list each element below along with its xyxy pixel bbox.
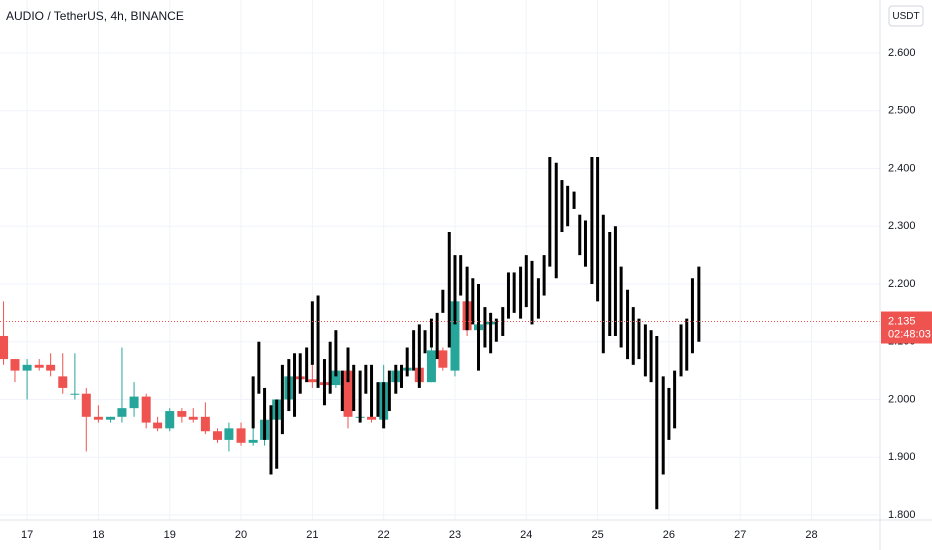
x-tick-label: 28 xyxy=(805,529,817,541)
currency-label[interactable]: USDT xyxy=(892,11,919,22)
candle-body xyxy=(34,364,44,368)
candle-body xyxy=(367,416,377,420)
candle-body xyxy=(0,335,9,360)
candle-body xyxy=(307,379,317,383)
y-tick-label: 2.300 xyxy=(888,220,916,232)
candle-body xyxy=(426,350,436,383)
y-tick-label: 1.800 xyxy=(888,509,916,521)
x-tick-label: 20 xyxy=(235,529,247,541)
y-tick-label: 2.200 xyxy=(888,278,916,290)
chart-title: AUDIO / TetherUS, 4h, BINANCE xyxy=(6,9,184,23)
last-price-box xyxy=(881,311,932,344)
candle-body xyxy=(10,359,20,371)
currency-button[interactable] xyxy=(888,5,924,27)
candle-body xyxy=(153,422,163,429)
x-tick-label: 26 xyxy=(663,529,675,541)
x-tick-label: 23 xyxy=(449,529,461,541)
candle-body xyxy=(165,411,175,429)
y-tick-label: 2.400 xyxy=(888,162,916,174)
candle-body xyxy=(177,411,187,417)
y-tick-label: 2.000 xyxy=(888,393,916,405)
x-tick-label: 27 xyxy=(734,529,746,541)
axes: 1.8001.9002.0002.1002.2002.3002.4002.500… xyxy=(21,47,932,541)
x-tick-label: 25 xyxy=(591,529,603,541)
candle-body xyxy=(200,416,210,432)
x-tick-label: 18 xyxy=(92,529,104,541)
candle-body xyxy=(224,428,234,440)
y-tick-label: 1.900 xyxy=(888,451,916,463)
candle-body xyxy=(106,416,116,420)
candle-body xyxy=(213,431,223,440)
x-tick-label: 22 xyxy=(378,529,390,541)
candle-body xyxy=(22,364,32,371)
x-tick-label: 21 xyxy=(306,529,318,541)
candle-body xyxy=(248,439,258,443)
candle-body xyxy=(236,428,246,443)
plot-area xyxy=(0,156,880,510)
x-tick-label: 17 xyxy=(21,529,33,541)
candle-body xyxy=(117,408,127,417)
candle-body xyxy=(438,350,448,368)
candle-body xyxy=(81,393,91,417)
candle-body xyxy=(331,370,341,386)
last-price-label: 2.135 xyxy=(888,315,916,327)
candle-body xyxy=(450,301,460,371)
candle-body xyxy=(46,364,56,371)
candle-body xyxy=(93,416,103,420)
y-tick-label: 2.500 xyxy=(888,105,916,117)
candle-body xyxy=(58,376,68,388)
x-tick-label: 19 xyxy=(164,529,176,541)
candle-body xyxy=(188,416,198,420)
candle-body xyxy=(343,370,353,417)
y-tick-label: 2.600 xyxy=(888,47,916,59)
x-tick-label: 24 xyxy=(520,529,532,541)
candle-body xyxy=(141,396,151,423)
candle-body xyxy=(70,393,80,395)
countdown-label: 02:48:03 xyxy=(888,328,931,340)
candle-body xyxy=(129,396,139,409)
